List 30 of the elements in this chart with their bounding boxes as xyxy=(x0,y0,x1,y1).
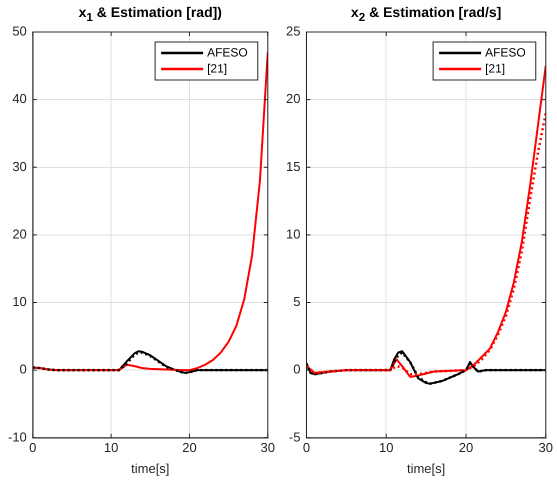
x-tick-label: 20 xyxy=(458,440,474,456)
x-tick-label: 10 xyxy=(378,440,394,456)
x-tick-label: 0 xyxy=(29,440,36,456)
y-tick-label: 25 xyxy=(286,24,300,39)
x-axis-title: time[s] xyxy=(406,460,446,476)
y-tick-label: 5 xyxy=(293,294,300,310)
x-tick-label: 20 xyxy=(182,440,197,456)
legend-label: AFESO xyxy=(207,45,248,60)
x-axis-title: time[s] xyxy=(131,460,170,476)
x-tick-label: 30 xyxy=(538,440,554,456)
y-tick-label: -5 xyxy=(288,429,300,444)
y-tick-label: 10 xyxy=(286,226,300,242)
x-tick-label: 10 xyxy=(104,440,118,456)
y-tick-label: 10 xyxy=(12,294,27,310)
y-tick-label: -10 xyxy=(8,429,27,444)
y-tick-label: 20 xyxy=(286,91,300,106)
y-tick-label: 30 xyxy=(12,158,27,174)
y-tick-label: 15 xyxy=(286,158,300,174)
y-tick-label: 0 xyxy=(20,362,27,377)
x-tick-label: 30 xyxy=(260,440,276,456)
x-tick-label: 0 xyxy=(302,440,310,456)
legend-label: [21] xyxy=(485,61,506,76)
y-tick-label: 0 xyxy=(293,362,300,377)
y-tick-label: 20 xyxy=(12,226,27,242)
legend-label: [21] xyxy=(207,61,228,76)
legend-label: AFESO xyxy=(485,45,526,60)
chart-title: x$_{2}$ & Estimation [rad/s] xyxy=(350,4,502,24)
y-tick-label: 50 xyxy=(12,24,27,39)
y-tick-label: 40 xyxy=(12,91,27,106)
chart-title: x$_{1}$ & Estimation [rad]) xyxy=(78,4,222,24)
